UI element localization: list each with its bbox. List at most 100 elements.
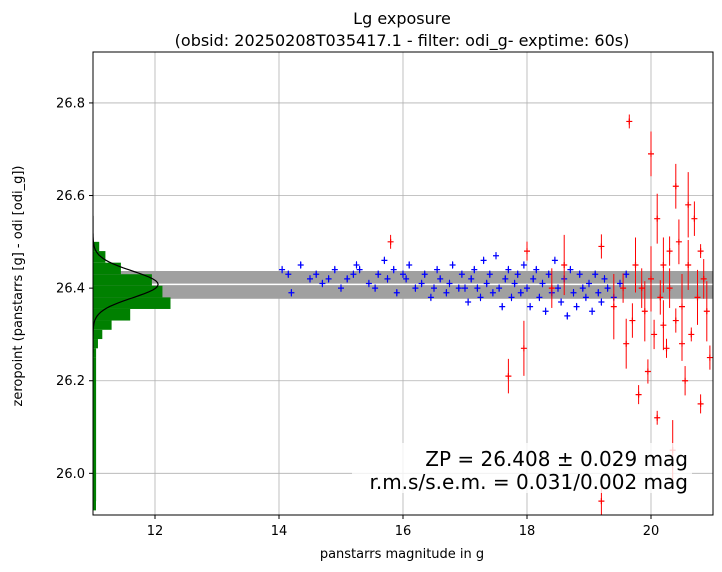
used-star-point	[393, 289, 400, 296]
rejected-star-point	[505, 373, 512, 380]
rejected-star-point	[632, 261, 639, 268]
annotation-box	[352, 443, 692, 493]
used-star-point	[474, 285, 481, 292]
rejected-star-point	[660, 261, 667, 268]
used-star-point	[381, 257, 388, 264]
used-star-point	[279, 266, 286, 273]
x-tick-label: 18	[519, 524, 536, 539]
used-star-point	[307, 275, 313, 282]
used-star-point	[431, 285, 437, 292]
histogram-bar	[93, 348, 97, 358]
used-star-point	[617, 280, 623, 287]
histogram-bar	[93, 491, 96, 511]
histogram-bar	[93, 251, 106, 263]
rejected-star-point	[666, 248, 673, 255]
rejected-star-point	[635, 391, 642, 398]
annotation-rms: r.m.s/s.e.m. = 0.031/0.002 mag	[369, 470, 688, 494]
used-star-point	[542, 308, 549, 315]
rejected-star-point	[660, 322, 667, 329]
used-star-point	[555, 285, 561, 292]
used-star-point	[325, 275, 332, 282]
rejected-star-point	[561, 261, 568, 268]
used-star-point	[527, 303, 534, 310]
rejected-star-point	[598, 243, 605, 250]
used-star-point	[313, 271, 320, 278]
used-star-point	[319, 280, 326, 287]
histogram-bar	[93, 339, 98, 349]
used-star-point	[545, 271, 552, 278]
rejected-star-point	[679, 303, 685, 310]
used-star-point	[285, 271, 292, 278]
rejected-star-point	[694, 294, 701, 301]
chart-subtitle: (obsid: 20250208T035417.1 - filter: odi_…	[175, 31, 630, 51]
used-star-point	[483, 280, 490, 287]
x-tick-label: 20	[643, 524, 660, 539]
rejected-star-point	[685, 261, 692, 268]
used-star-point	[443, 289, 450, 296]
rejected-star-point	[682, 377, 689, 384]
used-star-point	[536, 294, 543, 301]
used-star-point	[567, 266, 574, 273]
used-star-point	[576, 271, 583, 278]
used-star-point	[524, 285, 530, 292]
rejected-star-point	[651, 331, 658, 338]
used-star-point	[468, 275, 475, 282]
used-star-point	[338, 285, 344, 292]
y-tick-label: 26.6	[56, 189, 85, 204]
y-tick-label: 26.4	[56, 282, 85, 297]
used-star-point	[288, 289, 295, 296]
rejected-star-point	[672, 317, 679, 324]
used-star-point	[582, 294, 589, 301]
rejected-star-point	[524, 248, 530, 255]
x-tick-label: 16	[395, 524, 412, 539]
rejected-star-point	[700, 275, 707, 282]
rejected-star-point	[675, 238, 682, 245]
rejected-star-point	[626, 118, 633, 125]
used-star-point	[511, 280, 518, 287]
chart-title: Lg exposure	[353, 9, 451, 28]
used-star-point	[489, 289, 496, 296]
histogram-bar	[93, 241, 100, 252]
used-star-point	[462, 285, 468, 292]
x-tick-label: 12	[147, 524, 164, 539]
rejected-star-point	[620, 285, 627, 292]
rejected-star-point	[387, 238, 394, 245]
histogram-bar	[93, 285, 163, 298]
used-star-point	[365, 280, 372, 287]
rejected-star-point	[548, 285, 555, 292]
rejected-star-point	[666, 285, 673, 292]
used-star-point	[595, 289, 602, 296]
used-star-point	[499, 303, 506, 310]
rejected-star-point	[706, 354, 713, 361]
rejected-star-point	[638, 285, 645, 292]
used-star-point	[477, 294, 484, 301]
used-star-point	[465, 299, 472, 306]
rejected-star-point	[657, 294, 664, 301]
used-star-point	[564, 312, 571, 319]
used-star-point	[455, 285, 462, 292]
used-star-point	[418, 280, 425, 287]
used-star-point	[604, 285, 611, 292]
used-star-point	[570, 289, 577, 296]
y-tick-label: 26.2	[56, 374, 85, 389]
used-star-point	[496, 285, 503, 292]
rejected-star-point	[672, 183, 679, 190]
used-star-point	[601, 275, 608, 282]
used-star-point	[623, 271, 630, 278]
rejected-star-point	[648, 275, 654, 282]
histogram-bar	[93, 357, 97, 502]
annotation-zp: ZP = 26.408 ± 0.029 mag	[425, 447, 688, 471]
rejected-star-point	[644, 368, 651, 375]
used-star-point	[458, 271, 465, 278]
used-star-point	[446, 280, 453, 287]
used-star-point	[505, 266, 512, 273]
used-star-point	[449, 261, 456, 268]
used-star-point	[353, 261, 360, 268]
used-star-point	[502, 275, 509, 282]
x-axis-label: panstarrs magnitude in g	[320, 547, 484, 562]
histogram-bar	[93, 329, 103, 340]
used-star-point	[551, 257, 558, 264]
rejected-star-point	[648, 150, 654, 157]
plot-content	[93, 52, 713, 515]
